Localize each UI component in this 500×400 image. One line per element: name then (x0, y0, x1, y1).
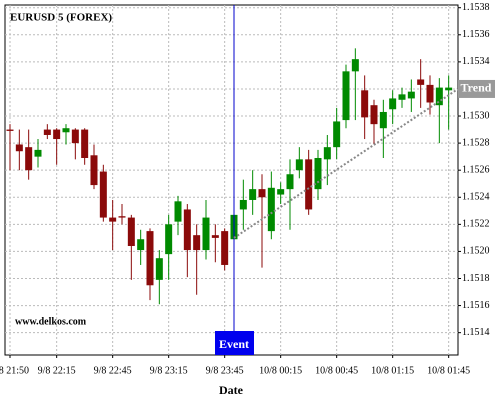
y-tick-label: 1.1516 (462, 300, 490, 311)
candle-body (351, 59, 359, 72)
candle-body (211, 235, 219, 238)
candle-body (99, 171, 107, 218)
x-tick-label: 10/8 00:45 (315, 365, 358, 376)
candle-body (435, 87, 443, 106)
candle-body (71, 129, 79, 144)
y-tick-label: 1.1538 (462, 2, 490, 13)
x-axis-label: Date (219, 383, 244, 397)
candle-body (183, 209, 191, 251)
chart-title: EURUSD 5 (FOREX) (10, 12, 112, 24)
candle-body (277, 189, 285, 195)
candle-body (155, 258, 163, 280)
candle-body (127, 217, 135, 247)
candle-body (314, 157, 322, 190)
candle-body (174, 201, 182, 222)
candle-body (305, 159, 313, 210)
y-tick-label: 1.1518 (462, 273, 490, 284)
x-tick-label: 9/8 23:45 (206, 365, 244, 376)
marks (6, 48, 453, 305)
candle-body (43, 129, 51, 135)
candle-body (342, 71, 350, 121)
candle-body (221, 231, 229, 265)
candle-body (15, 144, 23, 152)
candle-body (389, 98, 397, 110)
x-tick-label: 10/8 01:45 (427, 365, 470, 376)
y-tick-label: 1.1524 (462, 192, 490, 203)
candle-body (165, 224, 173, 255)
candle-body (137, 239, 145, 251)
candle-body (193, 235, 201, 251)
candle-body (81, 129, 89, 158)
trend-label: Trend (461, 81, 492, 95)
candle-body (34, 149, 42, 157)
watermark: www.delkos.com (15, 316, 87, 327)
candle-body (239, 199, 247, 210)
candle-body (333, 121, 341, 148)
candle-body (407, 91, 415, 99)
candle-body (109, 217, 117, 222)
candle-body (426, 84, 434, 103)
x-tick-label: 9/8 22:45 (94, 365, 132, 376)
candle-body (379, 111, 387, 129)
trend-line (233, 88, 459, 239)
candle-body (53, 129, 61, 140)
event-box (215, 331, 254, 355)
y-tick-label: 1.1526 (462, 164, 490, 175)
candle-body (370, 105, 378, 125)
candle-body (25, 147, 33, 171)
candle-body (361, 90, 369, 118)
trend-box (458, 79, 495, 98)
y-tick-label: 1.1536 (462, 29, 490, 40)
x-tick-label: 10/8 01:15 (371, 365, 414, 376)
plot-area (4, 4, 459, 356)
candle-body (146, 231, 154, 286)
candle-body (286, 174, 294, 190)
x-tick-label: 9/8 22:15 (38, 365, 76, 376)
candle-body (258, 189, 266, 198)
y-tick-label: 1.1520 (462, 246, 490, 257)
x-tick-label: 9/8 21:50 (0, 365, 29, 376)
grid (5, 5, 458, 355)
y-tick-label: 1.1528 (462, 137, 490, 148)
candle-body (417, 79, 425, 85)
candle-body (267, 187, 275, 232)
candle-body (6, 129, 14, 131)
candle-body (90, 155, 98, 186)
x-tick-label: 10/8 00:15 (259, 365, 302, 376)
candle-body (323, 147, 331, 160)
candle-body (398, 94, 406, 100)
candle-body (445, 87, 453, 91)
candle-body (118, 216, 126, 218)
candle-body (62, 128, 70, 133)
candle-body (295, 159, 303, 171)
event-label: Event (219, 337, 249, 351)
y-tick-label: 1.1514 (462, 327, 490, 338)
y-tick-label: 1.1522 (462, 219, 490, 230)
x-tick-label: 9/8 23:15 (150, 365, 188, 376)
y-tick-label: 1.1530 (462, 110, 490, 121)
candle-body (249, 189, 257, 200)
candle-body (202, 217, 210, 251)
y-tick-label: 1.1534 (462, 56, 490, 67)
